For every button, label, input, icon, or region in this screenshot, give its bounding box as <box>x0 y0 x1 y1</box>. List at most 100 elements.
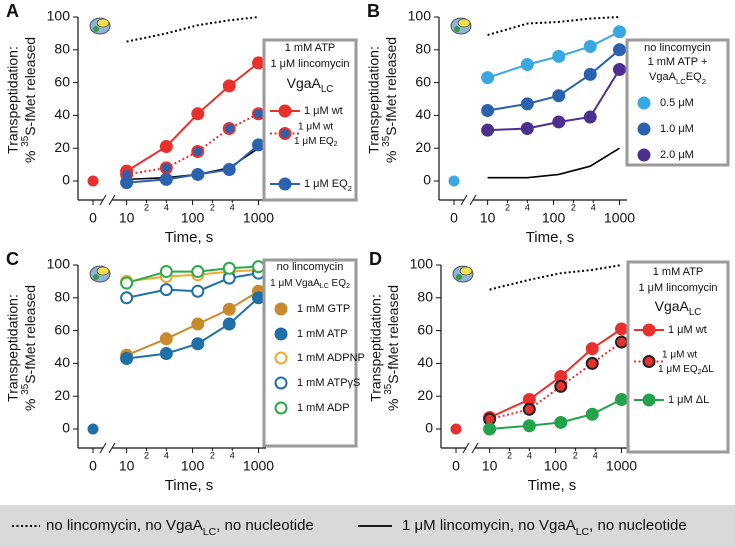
data-point <box>520 122 534 136</box>
data-point <box>614 322 628 336</box>
x-tick-label: 10 <box>480 210 496 226</box>
x-tick-label: 2 <box>210 450 215 460</box>
data-point <box>554 379 568 393</box>
x-tick-label: 4 <box>591 202 596 212</box>
x-tick-label: 0 <box>450 210 458 226</box>
data-point <box>552 49 566 63</box>
x-tick-label: 10 <box>119 210 135 226</box>
y-tick-label: 20 <box>417 387 433 403</box>
x-tick-label: 2 <box>571 202 576 212</box>
panel: B Transpeptidation:% 35S-fMet released 0 2 0… <box>366 1 730 246</box>
legend-label: 1 mM GTP <box>297 303 350 315</box>
legend-label: 1 mM ATP <box>297 328 348 340</box>
data-point <box>481 103 495 117</box>
superscript: 35 <box>381 135 392 146</box>
data-point <box>159 283 173 297</box>
data-point <box>585 356 599 370</box>
text-piece: , no nucleotide <box>589 517 687 534</box>
x-tick-label: 10 <box>119 458 135 474</box>
legend-title: VgaALC <box>287 75 334 95</box>
subscript: LC <box>576 526 590 538</box>
text-piece: % <box>22 395 38 411</box>
legend-label: 0.5 μM <box>660 97 694 109</box>
y-axis-label: Transpeptidation:% 35S-fMet released <box>5 37 38 163</box>
legend-title: VgaALC <box>655 298 702 318</box>
data-point <box>159 332 173 346</box>
data-point <box>120 276 134 290</box>
legend-marker <box>637 122 651 136</box>
text-piece: S-fMet released <box>22 285 38 384</box>
text-piece: 1 μM EQ <box>294 136 334 147</box>
legend-marker <box>642 393 656 407</box>
legend-label: 1 mM ATPγS <box>297 377 360 389</box>
x-tick-label: 4 <box>230 202 235 212</box>
y-label-line: % 35S-fMet released <box>20 37 38 163</box>
y-tick-label: 0 <box>62 172 70 188</box>
x-tick-label: 4 <box>164 450 169 460</box>
x-axis-label: Time, s <box>165 477 214 494</box>
icon-part <box>454 26 460 32</box>
legend-label: 1 μM wt <box>662 350 697 361</box>
data-point <box>191 317 205 331</box>
legend-marker <box>274 351 288 365</box>
y-label-line: % 35S-fMet released <box>381 37 399 163</box>
x-axis-label: Time, s <box>528 477 577 494</box>
panel-label: B <box>367 1 380 21</box>
legend-marker <box>642 355 656 368</box>
legend-title: 1 mM ATP + <box>648 56 708 68</box>
zero-point <box>448 175 460 187</box>
y-tick-label: 20 <box>54 387 70 403</box>
superscript: 35 <box>20 135 31 146</box>
panel-label: C <box>6 249 19 269</box>
text-piece: EQ <box>686 71 702 83</box>
y-tick-label: 40 <box>415 106 431 122</box>
panel-label: A <box>6 1 19 21</box>
data-point <box>614 392 628 406</box>
data-point <box>552 115 566 129</box>
legend-label: 1 μM wt <box>298 122 333 133</box>
legend-marker <box>274 376 288 390</box>
data-point <box>159 347 173 361</box>
ribosome-icon <box>452 265 474 283</box>
legend-label: 1 μM wt <box>668 324 707 336</box>
y-tick-label: 60 <box>54 321 70 337</box>
x-tick-label: 4 <box>525 202 530 212</box>
x-tick-label: 1000 <box>243 210 274 226</box>
reference-line <box>126 16 259 43</box>
y-tick-label: 100 <box>408 8 432 24</box>
superscript: 35 <box>383 383 394 394</box>
data-point <box>191 265 205 279</box>
legend-title: 1 μM lincomycin <box>270 58 349 70</box>
footer-label: 1 μM lincomycin, no VgaALC, no nucleotid… <box>402 517 687 538</box>
y-tick-label: 60 <box>415 73 431 89</box>
x-tick-label: 100 <box>542 210 566 226</box>
legend-label: 1 mM ADP <box>297 402 350 414</box>
data-point <box>481 71 495 85</box>
x-tick-label: 1000 <box>604 210 635 226</box>
reference-line <box>487 147 620 179</box>
x-axis-label: Time, s <box>165 229 214 246</box>
data-point <box>222 261 236 275</box>
legend-label: 1 μM EQ2 <box>304 178 352 193</box>
x-tick-label: 4 <box>527 450 532 460</box>
subscript: LC <box>203 526 217 538</box>
legend-marker <box>274 302 288 316</box>
legend-label: 1 μM ΔL <box>668 394 709 406</box>
data-point <box>251 291 265 305</box>
x-tick-label: 0 <box>452 458 460 474</box>
y-axis-label: Transpeptidation:% 35S-fMet released <box>366 37 399 163</box>
legend-marker <box>278 177 292 191</box>
zero-point <box>87 175 99 187</box>
x-tick-label: 4 <box>230 450 235 460</box>
data-point <box>552 89 566 103</box>
data-point <box>120 351 134 365</box>
ribosome-icon <box>89 17 111 35</box>
data-point <box>191 107 205 121</box>
data-point <box>585 342 599 356</box>
data-point <box>191 284 205 298</box>
axis-break <box>108 194 116 206</box>
legend-marker <box>278 104 292 118</box>
data-point <box>585 407 599 421</box>
y-tick-label: 40 <box>54 106 70 122</box>
icon-part <box>93 26 99 32</box>
